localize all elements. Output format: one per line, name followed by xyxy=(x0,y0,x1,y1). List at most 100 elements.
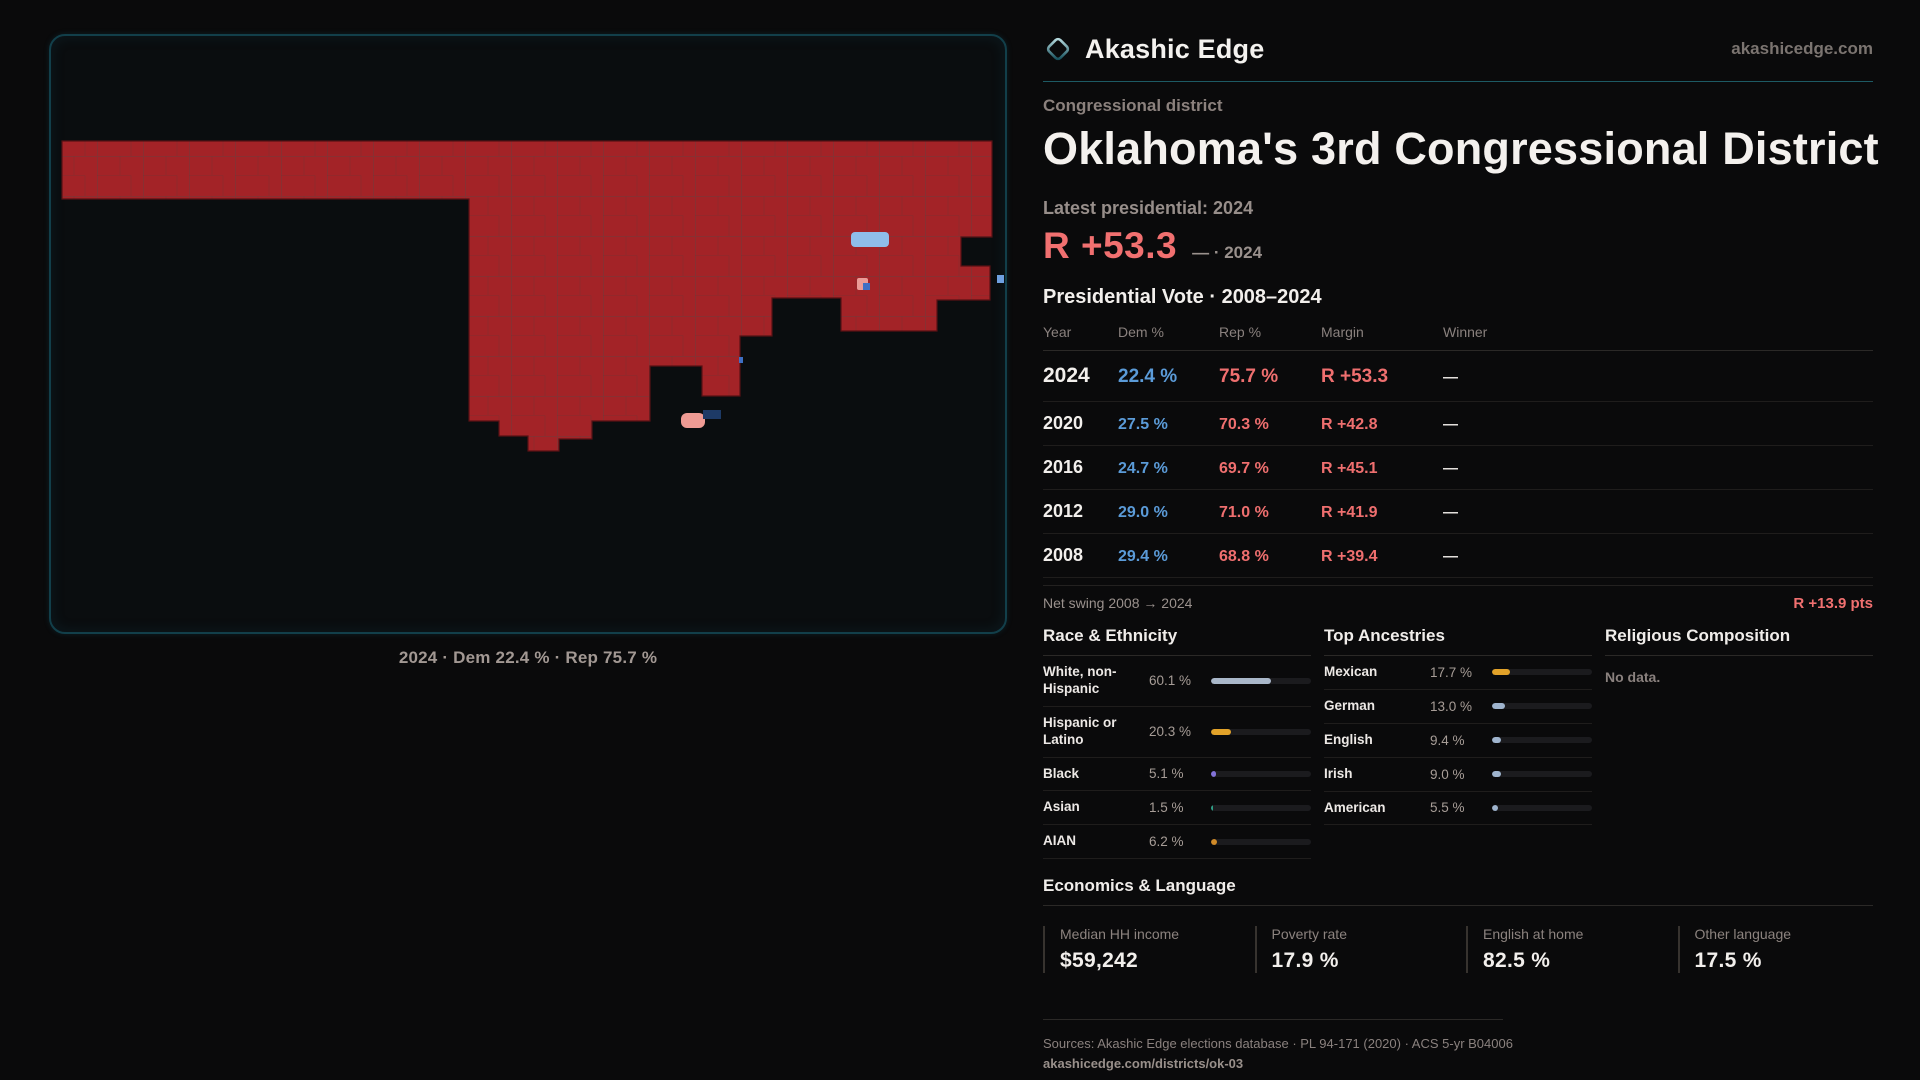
economics-title: Economics & Language xyxy=(1043,876,1873,907)
col-margin: Margin xyxy=(1321,324,1364,340)
brand-domain[interactable]: akashicedge.com xyxy=(1731,39,1873,58)
stat-value: 82.5 % xyxy=(1483,949,1551,973)
vote-table-header: Year Dem % Rep % Margin Winner xyxy=(1043,324,1873,351)
race-label: Asian xyxy=(1043,799,1080,815)
religion-title: Religious Composition xyxy=(1605,626,1873,656)
latest-label: Latest presidential: 2024 xyxy=(1043,198,1254,218)
ancestry-label: English xyxy=(1324,731,1373,747)
cell-dem: 22.4 % xyxy=(1118,366,1178,387)
district-shape xyxy=(61,140,993,452)
race-value: 6.2 % xyxy=(1149,834,1184,850)
margin-row: R +53.3 — · 2024 xyxy=(1043,225,1920,267)
permalink[interactable]: akashicedge.com/districts/ok-03 xyxy=(1043,1056,1244,1072)
ancestry-bar xyxy=(1492,737,1592,744)
col-rep: Rep % xyxy=(1219,324,1262,340)
table-row[interactable]: 2024 22.4 % 75.7 % R +53.3 — xyxy=(1043,351,1873,402)
brand-name: Akashic Edge xyxy=(1085,33,1265,64)
net-swing-value: R +13.9 pts xyxy=(1793,595,1873,612)
religion-section: Religious Composition No data. xyxy=(1605,626,1873,859)
race-bar xyxy=(1211,677,1311,684)
stat-block: Poverty rate 17.9 % xyxy=(1254,926,1451,974)
demographics: Race & Ethnicity White, non-Hispanic 60.… xyxy=(1043,626,1873,860)
cell-year: 2012 xyxy=(1043,501,1084,521)
ancestry-value: 13.0 % xyxy=(1430,698,1473,714)
cell-dem: 29.0 % xyxy=(1118,504,1168,521)
stat-value: 17.5 % xyxy=(1694,949,1762,973)
district-report: Akashic Edge akashicedge.com Congression… xyxy=(1043,30,1920,1071)
stat-label: English at home xyxy=(1483,926,1584,943)
cell-margin: R +39.4 xyxy=(1321,548,1378,565)
stat-label: Poverty rate xyxy=(1271,926,1347,943)
cell-winner: — xyxy=(1443,369,1458,386)
cell-rep: 75.7 % xyxy=(1219,366,1279,387)
district-map-panel[interactable] xyxy=(49,34,1007,634)
cell-dem: 29.4 % xyxy=(1118,548,1168,565)
race-label: Black xyxy=(1043,765,1080,781)
ancestry-label: Irish xyxy=(1324,765,1353,781)
table-row[interactable]: 2012 29.0 % 71.0 % R +41.9 — xyxy=(1043,490,1873,534)
cell-dem: 24.7 % xyxy=(1118,460,1168,477)
cell-winner: — xyxy=(1443,460,1458,477)
ancestry-label: American xyxy=(1324,799,1386,815)
ancestry-value: 17.7 % xyxy=(1430,664,1473,680)
list-item: American 5.5 % xyxy=(1324,792,1592,826)
list-item: Asian 1.5 % xyxy=(1043,791,1311,826)
table-row[interactable]: 2016 24.7 % 69.7 % R +45.1 — xyxy=(1043,446,1873,490)
religion-empty-state: No data. xyxy=(1605,669,1661,685)
ancestry-bar xyxy=(1492,771,1592,778)
margin-note: — · 2024 xyxy=(1192,243,1263,262)
cell-year: 2020 xyxy=(1043,413,1084,433)
stat-value: 17.9 % xyxy=(1271,949,1339,973)
cell-margin: R +45.1 xyxy=(1321,460,1378,477)
stat-label: Other language xyxy=(1694,926,1792,943)
col-winner: Winner xyxy=(1443,324,1488,340)
table-row[interactable]: 2008 29.4 % 68.8 % R +39.4 — xyxy=(1043,534,1873,578)
sources-text: Sources: Akashic Edge elections database… xyxy=(1043,1036,1513,1052)
stat-block: Other language 17.5 % xyxy=(1677,926,1874,974)
footer-divider xyxy=(1043,1019,1503,1021)
cell-rep: 68.8 % xyxy=(1219,548,1269,565)
race-bar xyxy=(1211,804,1311,811)
cell-year: 2024 xyxy=(1043,364,1090,387)
list-item: Irish 9.0 % xyxy=(1324,758,1592,792)
cell-margin: R +42.8 xyxy=(1321,416,1378,433)
header: Akashic Edge akashicedge.com xyxy=(1043,30,1920,68)
header-divider xyxy=(1043,81,1873,82)
net-swing-row: Net swing 2008 → 2024 R +13.9 pts xyxy=(1043,585,1873,612)
vote-table: Year Dem % Rep % Margin Winner 2024 22.4… xyxy=(1043,324,1873,578)
brand[interactable]: Akashic Edge xyxy=(1043,34,1264,65)
cell-winner: — xyxy=(1443,504,1458,521)
ancestry-value: 5.5 % xyxy=(1430,800,1465,816)
cell-winner: — xyxy=(1443,416,1458,433)
ancestry-bar xyxy=(1492,703,1592,710)
col-year: Year xyxy=(1043,324,1072,340)
map-caption: 2024 · Dem 22.4 % · Rep 75.7 % xyxy=(398,648,658,667)
race-label: Hispanic or Latino xyxy=(1043,714,1117,747)
cell-year: 2016 xyxy=(1043,457,1084,477)
kicker: Congressional district xyxy=(1043,96,1223,115)
list-item: German 13.0 % xyxy=(1324,690,1592,724)
race-value: 60.1 % xyxy=(1149,673,1192,689)
cell-rep: 70.3 % xyxy=(1219,416,1269,433)
ancestry-label: German xyxy=(1324,697,1376,713)
stat-value: $59,242 xyxy=(1060,949,1139,973)
cell-margin: R +41.9 xyxy=(1321,504,1378,521)
ancestry-value: 9.4 % xyxy=(1430,732,1465,748)
economics-stats: Median HH income $59,242 Poverty rate 17… xyxy=(1043,926,1874,974)
ancestries-title: Top Ancestries xyxy=(1324,626,1592,656)
list-item: Hispanic or Latino 20.3 % xyxy=(1043,707,1311,758)
list-item: AIAN 6.2 % xyxy=(1043,825,1311,860)
stat-block: Median HH income $59,242 xyxy=(1043,926,1239,974)
stat-label: Median HH income xyxy=(1060,926,1180,943)
race-bar xyxy=(1211,838,1311,845)
margin-value: R +53.3 xyxy=(1043,225,1178,266)
table-row[interactable]: 2020 27.5 % 70.3 % R +42.8 — xyxy=(1043,402,1873,446)
vote-table-title: Presidential Vote · 2008–2024 xyxy=(1043,286,1322,308)
race-value: 5.1 % xyxy=(1149,766,1184,782)
race-section: Race & Ethnicity White, non-Hispanic 60.… xyxy=(1043,626,1311,860)
race-bar xyxy=(1211,770,1311,777)
net-swing-label: Net swing 2008 → 2024 xyxy=(1043,595,1193,611)
cell-margin: R +53.3 xyxy=(1321,366,1389,387)
race-label: White, non-Hispanic xyxy=(1043,664,1117,696)
ancestries-section: Top Ancestries Mexican 17.7 % German 13.… xyxy=(1324,626,1592,859)
